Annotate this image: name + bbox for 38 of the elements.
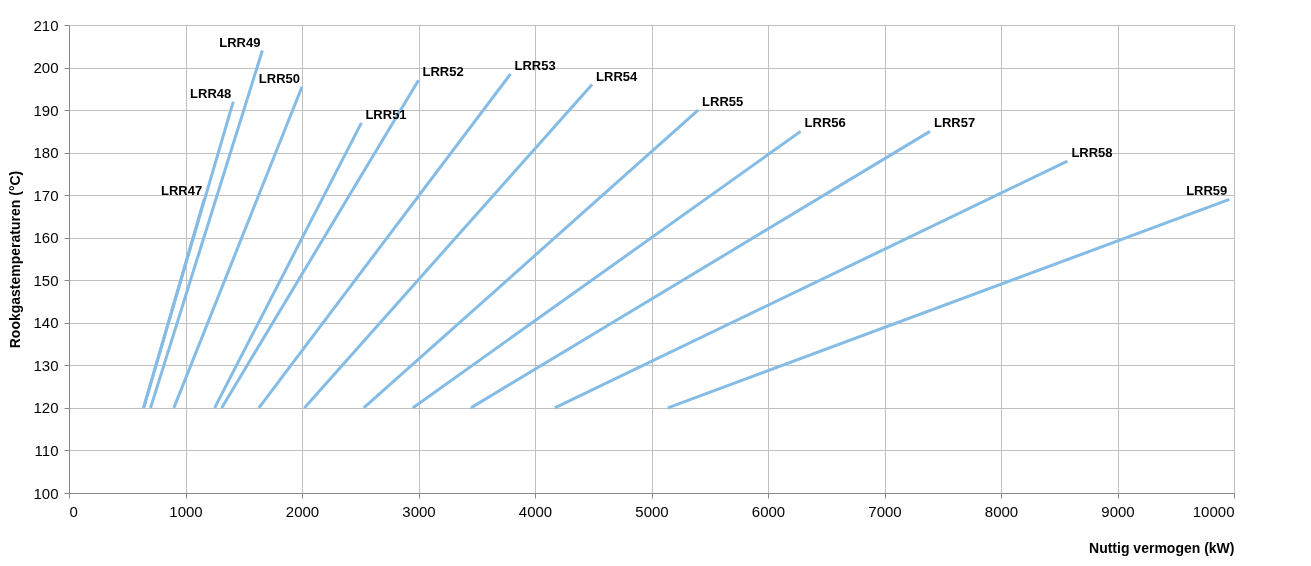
y-tick-label: 160 [33,229,59,247]
x-tick-label: 4000 [518,502,553,520]
series-label: LRR55 [702,94,744,110]
series-label: LRR59 [1186,183,1228,199]
series-label: LRR56 [804,115,846,131]
y-tick-label: 110 [34,441,59,459]
x-tick-label: 8000 [984,502,1019,520]
x-tick-label: 2000 [285,502,320,520]
y-tick-label: 190 [33,101,59,119]
x-tick-label: 0 [69,502,78,520]
series-label: LRR57 [933,115,976,131]
x-axis-title: Nuttig vermogen (kW) [1089,539,1235,556]
y-tick-label: 210 [33,16,59,34]
series-label: LRR49 [219,34,261,50]
y-tick-label: 130 [33,356,59,374]
y-axis-title: Rookgastemperaturen (°C) [7,170,24,349]
y-tick-label: 200 [33,59,59,77]
series-label: LRR54 [596,68,639,84]
x-tick-label: 1000 [169,502,203,520]
x-tick-label: 5000 [635,502,669,520]
x-tick-label: 7000 [868,502,902,520]
y-tick-label: 170 [33,186,59,204]
x-tick-label: 9000 [1101,502,1135,520]
y-tick-label: 180 [33,144,59,162]
y-tick-label: 150 [33,271,59,289]
x-tick-label: 3000 [402,502,436,520]
y-tick-label: 140 [33,314,59,332]
series-label: LRR50 [258,70,300,86]
series-label: LRR58 [1071,145,1113,161]
series-label: LRR53 [514,57,556,73]
series-label: LRR52 [422,64,464,80]
x-tick-label: 10000 [1192,502,1235,520]
series-label: LRR47 [160,183,203,199]
series-label: LRR51 [365,106,407,122]
y-tick-label: 100 [33,484,59,502]
series-label: LRR48 [190,85,232,101]
x-tick-label: 6000 [751,502,786,520]
y-tick-label: 120 [33,399,59,417]
